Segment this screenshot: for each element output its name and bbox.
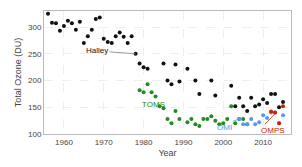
- svg-text:1970: 1970: [95, 138, 113, 147]
- svg-text:Year: Year: [158, 148, 176, 158]
- svg-text:250: 250: [28, 50, 42, 59]
- svg-text:100: 100: [28, 130, 42, 139]
- svg-text:200: 200: [28, 76, 42, 85]
- svg-text:1990: 1990: [175, 138, 193, 147]
- svg-text:2000: 2000: [214, 138, 232, 147]
- svg-text:150: 150: [28, 103, 42, 112]
- svg-text:OMPS: OMPS: [261, 126, 285, 135]
- svg-text:Halley: Halley: [86, 46, 108, 55]
- svg-text:1960: 1960: [55, 138, 73, 147]
- svg-text:OMI: OMI: [217, 123, 232, 132]
- svg-text:2010: 2010: [254, 138, 272, 147]
- svg-text:Total Ozone (DU): Total Ozone (DU): [13, 38, 23, 108]
- svg-text:TOMS: TOMS: [142, 100, 165, 109]
- svg-text:1980: 1980: [135, 138, 153, 147]
- svg-text:300: 300: [28, 23, 42, 32]
